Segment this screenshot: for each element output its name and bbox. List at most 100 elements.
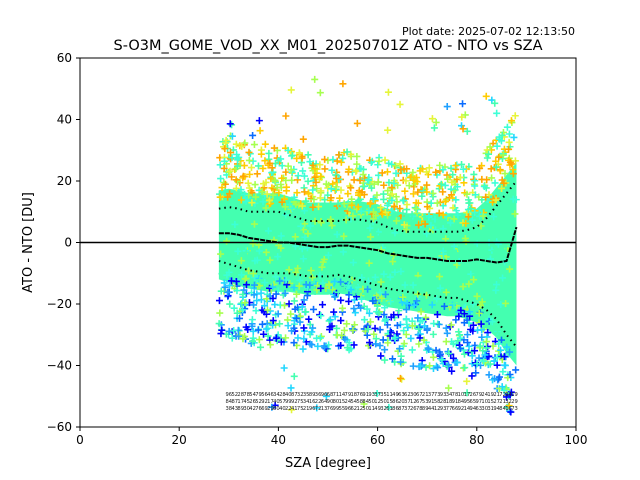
scatter-point (505, 130, 513, 138)
scatter-point (416, 334, 424, 342)
scatter-point (355, 196, 363, 204)
scatter-point (333, 331, 341, 339)
scatter-point (491, 179, 499, 187)
bin-count-text: 28 (279, 392, 286, 398)
scatter-point (309, 186, 317, 194)
scatter-point (402, 316, 410, 324)
scatter-point (371, 273, 379, 281)
scatter-point (278, 162, 286, 170)
scatter-point (409, 168, 417, 176)
scatter-point (340, 200, 348, 208)
scatter-point (482, 92, 490, 100)
scatter-point (452, 196, 460, 204)
bin-count-text: 15 (487, 399, 494, 405)
scatter-point (261, 279, 269, 287)
scatter-point (485, 352, 493, 360)
scatter-point (463, 190, 471, 198)
scatter-point (345, 339, 353, 347)
scatter-point (449, 354, 457, 362)
scatter-point (333, 324, 341, 332)
scatter-point (478, 211, 486, 219)
scatter-point (457, 243, 465, 251)
scatter-point (257, 343, 265, 351)
scatter-point (331, 277, 339, 285)
bin-count-text: 32 (380, 406, 387, 412)
scatter-point (397, 294, 405, 302)
scatter-point (250, 291, 258, 299)
scatter-point (419, 187, 427, 195)
scatter-point (329, 285, 337, 293)
scatter-point (339, 154, 347, 162)
scatter-point (469, 300, 477, 308)
scatter-point (497, 244, 505, 252)
scatter-point (316, 311, 324, 319)
bin-count-text: 14 (339, 392, 346, 398)
scatter-point (385, 159, 393, 167)
scatter-point (324, 251, 332, 259)
bin-count-text: 77 (446, 406, 453, 412)
scatter-point (225, 168, 233, 176)
scatter-point (409, 281, 417, 289)
bin-count-text: 73 (434, 392, 441, 398)
scatter-point (325, 341, 333, 349)
bin-count-text: 41 (291, 406, 298, 412)
scatter-point (378, 294, 386, 302)
scatter-point (424, 344, 432, 352)
scatter-point (251, 257, 259, 265)
scatter-point (244, 179, 252, 187)
scatter-point (338, 304, 346, 312)
bin-count-text: 21 (499, 399, 506, 405)
scatter-point (497, 301, 505, 309)
scatter-point (389, 355, 397, 363)
scatter-point (421, 290, 429, 298)
scatter-point (353, 119, 361, 127)
scatter-point (415, 221, 423, 229)
scatter-point (218, 270, 226, 278)
scatter-point (485, 371, 493, 379)
bin-count-text: 43 (231, 406, 238, 412)
scatter-point (290, 193, 298, 201)
scatter-point (327, 200, 335, 208)
scatter-point (498, 383, 506, 391)
bin-count-text: 34 (273, 392, 280, 398)
scatter-point (365, 176, 373, 184)
scatter-point (441, 197, 449, 205)
bin-count-text: 63 (475, 406, 482, 412)
scatter-point (367, 233, 375, 241)
scatter-point (440, 302, 448, 310)
scatter-point (434, 364, 442, 372)
scatter-point (228, 154, 236, 162)
scatter-point (290, 372, 298, 380)
scatter-point (512, 196, 520, 204)
scatter-point (480, 357, 488, 365)
scatter-point (395, 307, 403, 315)
bin-count-text: 12 (356, 406, 363, 412)
scatter-point (239, 290, 247, 298)
bin-count-text: 84 (225, 399, 232, 405)
bin-count-text: 19 (487, 392, 494, 398)
scatter-point (365, 309, 373, 317)
scatter-point (237, 196, 245, 204)
scatter-point (311, 75, 319, 83)
scatter-point (476, 342, 484, 350)
scatter-point (372, 340, 380, 348)
scatter-point (322, 392, 330, 400)
scatter-point (382, 290, 390, 298)
scatter-point (218, 326, 226, 334)
scatter-point (453, 359, 461, 367)
scatter-point (258, 320, 266, 328)
scatter-point (266, 341, 274, 349)
scatter-point (282, 276, 290, 284)
scatter-point (510, 133, 518, 141)
scatter-point (381, 156, 389, 164)
scatter-point (493, 109, 501, 117)
scatter-point (358, 188, 366, 196)
scatter-point (256, 213, 264, 221)
scatter-point (371, 324, 379, 332)
scatter-point (296, 312, 304, 320)
scatter-point (456, 173, 464, 181)
scatter-point (369, 297, 377, 305)
scatter-point (234, 247, 242, 255)
scatter-point (475, 309, 483, 317)
scatter-point (321, 165, 329, 173)
